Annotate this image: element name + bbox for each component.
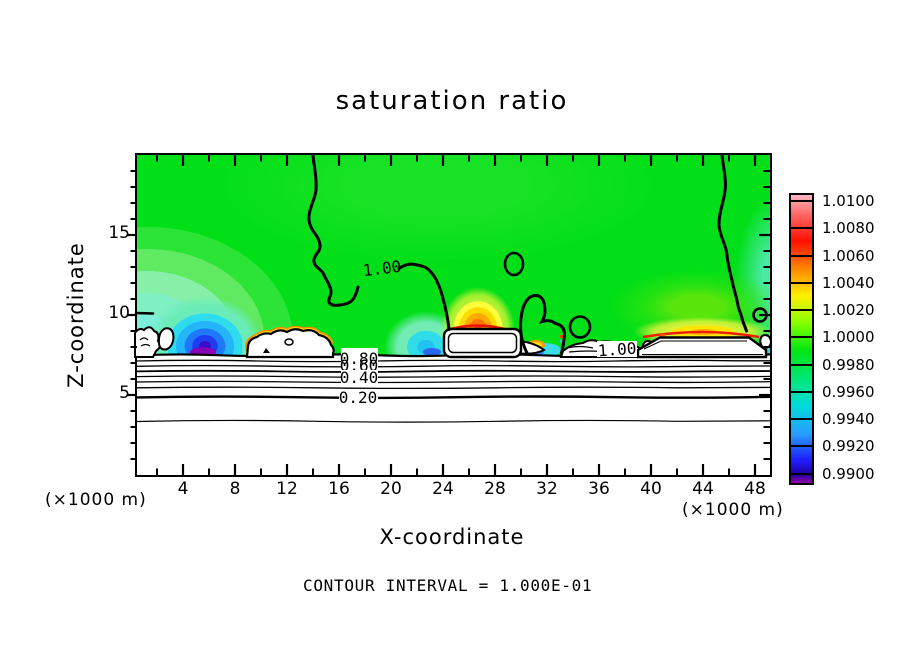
plot-area: 1.00 1.00 0.80 0.60 0.40 0.20 <box>127 153 773 477</box>
colorbar-tick-label: 0.9920 <box>822 437 875 456</box>
x-tick-label: 36 <box>588 479 610 499</box>
colorbar-segment-line <box>791 418 812 421</box>
unit-saturation-contours <box>134 153 768 355</box>
colorbar-tick-label: 0.9940 <box>822 410 875 429</box>
label-knockout <box>597 341 637 357</box>
x-tick-label: 4 <box>177 479 189 499</box>
colorbar-tick-label: 0.9960 <box>822 382 875 401</box>
sub-surface-band <box>137 355 770 475</box>
page-title: saturation ratio <box>335 86 569 116</box>
x-tick-label: 16 <box>328 479 350 499</box>
label-knockout <box>341 370 378 384</box>
horizontal-contour-lines <box>136 353 771 423</box>
contour-value-labels: 1.00 1.00 0.80 0.60 0.40 0.20 <box>339 257 637 407</box>
contour-interval-note: CONTOUR INTERVAL = 1.000E-01 <box>303 576 593 595</box>
colorbar-tick-label: 1.0020 <box>822 301 875 320</box>
colorbar-tick-label: 1.0040 <box>822 273 875 292</box>
colorbar-tick-label: 1.0060 <box>822 246 875 265</box>
x-tick-label: 8 <box>229 479 241 499</box>
colorbar-segment-line <box>791 227 812 230</box>
y-tick-label: 5 <box>119 383 130 403</box>
colorbar-tick-label: 0.9900 <box>822 464 875 483</box>
colorbar-segment-line <box>791 254 812 257</box>
colorbar-tick-label: 1.0100 <box>822 192 875 210</box>
colorbar-segment-line <box>791 472 812 475</box>
colorbar-segment-line <box>791 309 812 312</box>
contour-plot-canvas: 1.00 1.00 0.80 0.60 0.40 0.20 <box>127 153 773 475</box>
y-tick-label: 15 <box>108 223 130 243</box>
x-tick-label: 48 <box>744 479 766 499</box>
x-axis-title: X-coordinate <box>379 525 525 549</box>
colorbar <box>789 193 814 485</box>
colorbar-gradient <box>791 195 812 483</box>
x-tick-label: 12 <box>276 479 298 499</box>
colorbar-segment-line <box>791 445 812 448</box>
x-tick-label: 32 <box>536 479 558 499</box>
x-tick-label: 44 <box>692 479 714 499</box>
label-knockout <box>339 390 378 405</box>
contour-label-100-left: 1.00 <box>362 257 403 281</box>
x-axis-unit-right: (×1000 m) <box>682 500 784 520</box>
x-tick-label: 28 <box>484 479 506 499</box>
colorbar-segment-line <box>791 363 812 366</box>
colorbar-segment-line <box>791 390 812 393</box>
contour-label-040: 0.40 <box>340 368 379 387</box>
contour-label-080: 0.80 <box>340 349 379 368</box>
x-tick-label: 24 <box>432 479 454 499</box>
x-axis-unit-left: (×1000 m) <box>45 490 147 510</box>
axis-ticks <box>127 155 770 475</box>
colorbar-tick-label: 0.9980 <box>822 355 875 374</box>
colorbar-segment-line <box>791 336 812 339</box>
x-tick-label: 40 <box>640 479 662 499</box>
x-tick-label: 20 <box>380 479 402 499</box>
contour-label-100-right: 1.00 <box>597 339 637 361</box>
filled-contour-field <box>137 155 770 356</box>
contour-label-020: 0.20 <box>339 388 378 407</box>
y-tick-label: 10 <box>108 303 130 323</box>
colorbar-segment-line <box>791 200 812 202</box>
colorbar-segment-line <box>791 281 812 284</box>
colorbar-tick-label: 1.0080 <box>822 219 875 238</box>
y-axis-title: Z-coordinate <box>64 242 88 388</box>
colorbar-tick-label: 1.0000 <box>822 328 875 347</box>
